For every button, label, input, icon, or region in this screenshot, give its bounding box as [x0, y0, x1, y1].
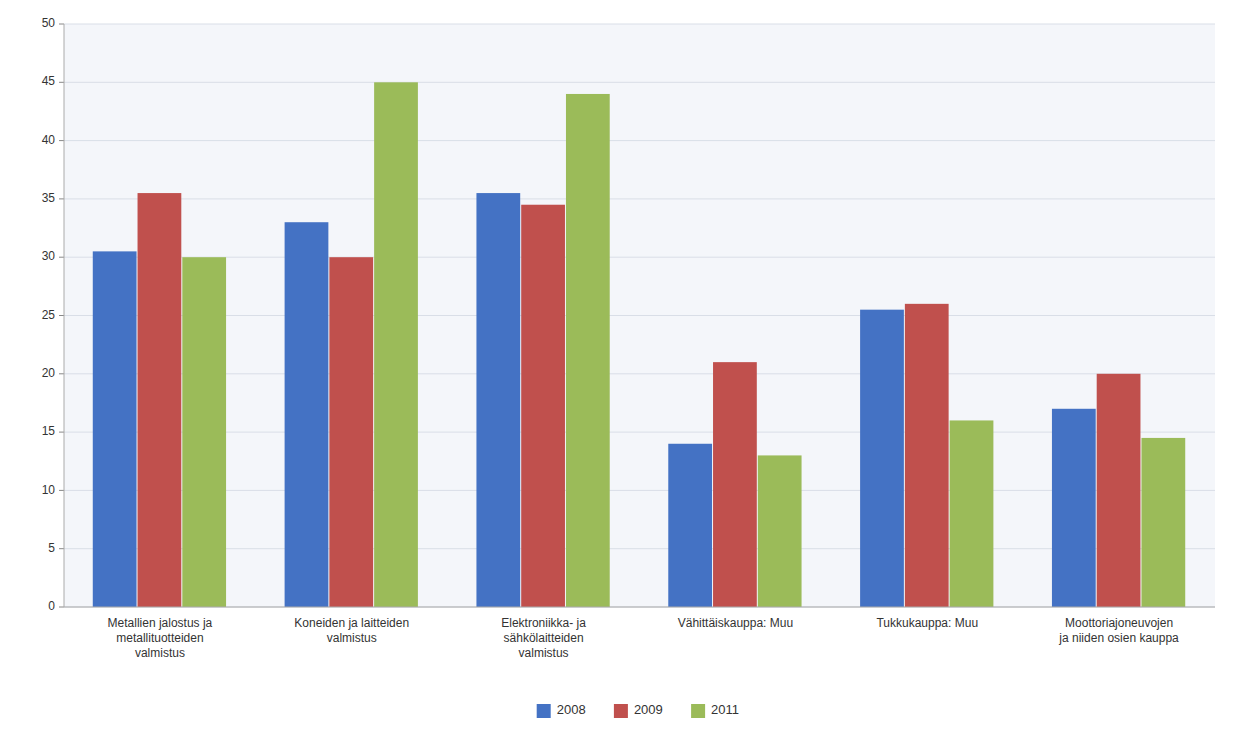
legend-label: 2009 — [634, 702, 663, 717]
x-tick-label: Tukkukauppa: Muu — [876, 616, 978, 630]
y-tick — [59, 198, 64, 199]
bar — [668, 444, 712, 607]
grid-line — [64, 432, 1215, 433]
legend-label: 2008 — [557, 702, 586, 717]
y-tick-label: 40 — [42, 133, 56, 147]
bar-series — [182, 82, 1185, 607]
grid-line — [64, 607, 1215, 608]
bar — [950, 420, 994, 607]
grid-line — [64, 198, 1215, 199]
x-axis-line — [64, 607, 1215, 608]
y-tick-label: 10 — [42, 483, 56, 497]
bar — [1052, 409, 1096, 607]
grid-line — [64, 548, 1215, 549]
bar — [329, 257, 373, 607]
y-tick-label: 5 — [48, 541, 55, 555]
y-tick — [59, 490, 64, 491]
bar — [138, 193, 182, 607]
bar — [93, 251, 137, 607]
x-tick-label: Koneiden ja laitteidenvalmistus — [294, 616, 409, 645]
grid-line — [64, 257, 1215, 258]
grid-line — [64, 82, 1215, 83]
legend: 2008 2009 2011 — [537, 702, 739, 718]
y-tick-label: 30 — [42, 249, 56, 263]
y-tick — [59, 140, 64, 141]
bar — [905, 304, 949, 607]
y-tick — [59, 257, 64, 258]
bar — [1097, 374, 1141, 607]
bar — [182, 257, 226, 607]
bar — [566, 94, 610, 607]
x-tick-label: Metallien jalostus jametallituotteidenva… — [108, 616, 213, 660]
y-tick-label: 0 — [48, 599, 55, 613]
legend-label: 2011 — [711, 702, 739, 717]
y-tick-label: 50 — [42, 16, 56, 30]
plot-background — [64, 24, 1215, 607]
bar — [374, 82, 418, 607]
x-tick-label: Elektroniikka- jasähkölaitteidenvalmistu… — [501, 616, 586, 660]
y-tick — [59, 315, 64, 316]
bar — [713, 362, 757, 607]
y-axis: 0 5 10 15 20 25 30 35 40 45 50 — [42, 16, 1215, 613]
bar — [476, 193, 520, 607]
y-tick-label: 35 — [42, 191, 56, 205]
bar — [1141, 438, 1185, 607]
y-tick — [59, 24, 64, 25]
bars — [93, 82, 1185, 607]
x-axis: Metallien jalostus jametallituotteidenva… — [108, 616, 1180, 660]
grid-line — [64, 24, 1215, 25]
y-tick — [59, 607, 64, 608]
y-tick — [59, 373, 64, 374]
y-tick-label: 15 — [42, 424, 56, 438]
legend-swatch — [691, 704, 705, 718]
legend-swatch — [537, 704, 551, 718]
grid-line — [64, 490, 1215, 491]
y-axis-line — [64, 24, 65, 607]
bar — [285, 222, 329, 607]
legend-swatch — [614, 704, 628, 718]
chart-container: 0 5 10 15 20 25 30 35 40 45 50 Metallien jalostus j… — [0, 0, 1239, 747]
y-tick — [59, 82, 64, 83]
bar — [860, 310, 904, 607]
x-tick-label: Moottoriajoneuvojenja niiden osien kaupp… — [1058, 616, 1179, 645]
y-tick — [59, 432, 64, 433]
bar-series — [138, 193, 1141, 607]
bar — [758, 455, 802, 607]
y-tick — [59, 548, 64, 549]
y-tick-label: 25 — [42, 308, 56, 322]
bar — [521, 205, 565, 607]
y-tick-label: 45 — [42, 74, 56, 88]
y-tick-label: 20 — [42, 366, 56, 380]
grid-line — [64, 315, 1215, 316]
chart-svg: 0 5 10 15 20 25 30 35 40 45 50 Metallien jalostus j… — [0, 0, 1239, 747]
grid-line — [64, 373, 1215, 374]
x-tick-label: Vähittäiskauppa: Muu — [678, 616, 793, 630]
grid-line — [64, 140, 1215, 141]
